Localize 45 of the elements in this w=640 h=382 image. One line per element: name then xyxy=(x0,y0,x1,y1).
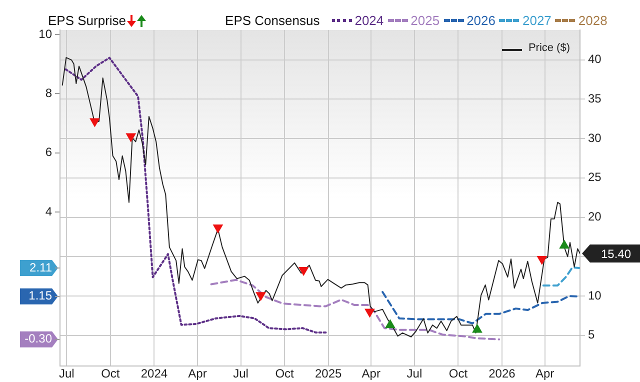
line-series xyxy=(210,278,500,340)
x-tick-label: Jul xyxy=(233,366,248,381)
point xyxy=(364,308,375,318)
x-tick-label: 2024 xyxy=(140,366,168,381)
y2-tick-label: 10 xyxy=(588,288,602,302)
y2-tick-label: 5 xyxy=(588,328,595,342)
x-tick-label: 2025 xyxy=(314,366,342,381)
line-series xyxy=(64,56,327,334)
y-tick-label: 8 xyxy=(45,86,52,100)
y-tick-label: 2.11 xyxy=(30,260,52,274)
x-tick-label: Apr xyxy=(362,366,380,381)
line-series xyxy=(542,266,580,286)
y2-tick-label: 30 xyxy=(588,130,602,145)
y-tick-label: 10 xyxy=(38,26,52,41)
y2-tick-label: 40 xyxy=(588,52,602,66)
point xyxy=(90,118,100,127)
x-tick-label: Apr xyxy=(535,366,554,381)
y2-tick-label: 20 xyxy=(588,210,602,224)
legend-label: Price ($) xyxy=(528,42,570,54)
legend-label: 2026 xyxy=(466,13,496,28)
point xyxy=(213,224,223,234)
point xyxy=(298,267,308,276)
point xyxy=(256,292,266,301)
point xyxy=(126,133,136,142)
legend-label: 2027 xyxy=(522,13,552,28)
y-tick-label: 4 xyxy=(45,204,52,218)
x-tick-label: Oct xyxy=(448,366,468,381)
text: EPS Surprise xyxy=(48,13,126,28)
point xyxy=(537,256,547,264)
x-tick-label: Oct xyxy=(275,366,295,381)
y2-tick-label: 35 xyxy=(588,92,602,106)
legend-title: EPS Consensus xyxy=(225,13,320,28)
y-tick-label: -0.30 xyxy=(24,332,52,346)
legend-label: 2025 xyxy=(410,13,440,28)
data-label: 15.40 xyxy=(600,246,632,261)
x-tick-label: Jul xyxy=(58,366,74,381)
y2-tick-label: 25 xyxy=(588,170,602,184)
x-tick-label: Oct xyxy=(101,366,120,381)
y-tick-label: 6 xyxy=(45,145,52,160)
y-tick-label: 1.15 xyxy=(28,288,52,303)
legend-label: 2024 xyxy=(354,13,384,28)
x-tick-label: Apr xyxy=(188,366,207,381)
x-tick-label: Jul xyxy=(406,366,422,381)
legend-label: 2028 xyxy=(578,13,608,28)
x-tick-label: 2026 xyxy=(488,366,516,381)
